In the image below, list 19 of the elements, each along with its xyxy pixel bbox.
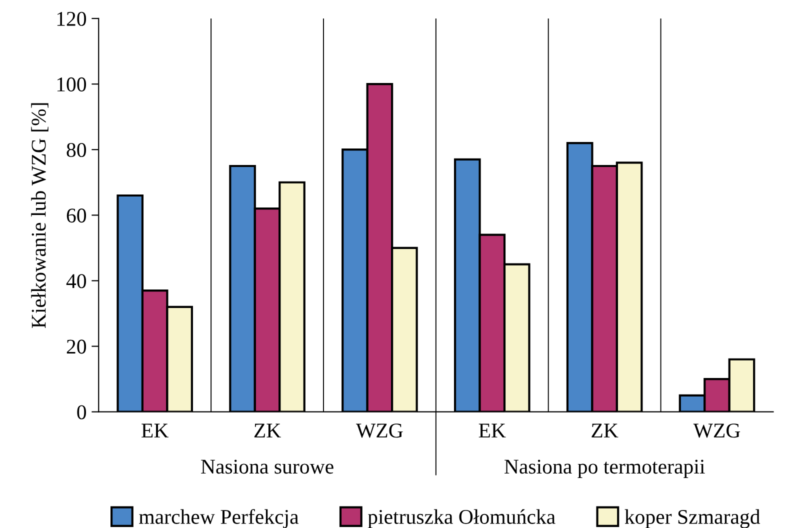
x-tick-label: WZG xyxy=(693,424,740,438)
y-tick-label: 0 xyxy=(77,405,86,420)
legend-label: pietruszka Ołomuńcka xyxy=(368,509,556,528)
y-tick-label: 60 xyxy=(66,208,86,223)
y-axis-title: Kiełkowanie lub WZG [%] xyxy=(31,103,48,328)
x-tick-label: EK xyxy=(142,424,169,438)
x-tick-label: EK xyxy=(478,424,506,438)
y-tick-label: 80 xyxy=(66,142,86,158)
y-tick-label: 40 xyxy=(66,274,86,288)
text: Nasiona surowe xyxy=(201,460,334,474)
x-tick-label: ZK xyxy=(254,424,281,438)
text: Nasiona po termoterapii xyxy=(504,460,705,478)
legend-label: marchew Perfekcja xyxy=(139,509,299,528)
y-tick-label: 120 xyxy=(57,12,86,26)
x-tick-label: WZG xyxy=(356,424,403,438)
legend-label: koper Szmaragd xyxy=(624,509,760,528)
x-tick-label: ZK xyxy=(592,424,618,438)
y-tick-label: 100 xyxy=(57,77,86,92)
y-tick-label: 20 xyxy=(66,340,86,354)
